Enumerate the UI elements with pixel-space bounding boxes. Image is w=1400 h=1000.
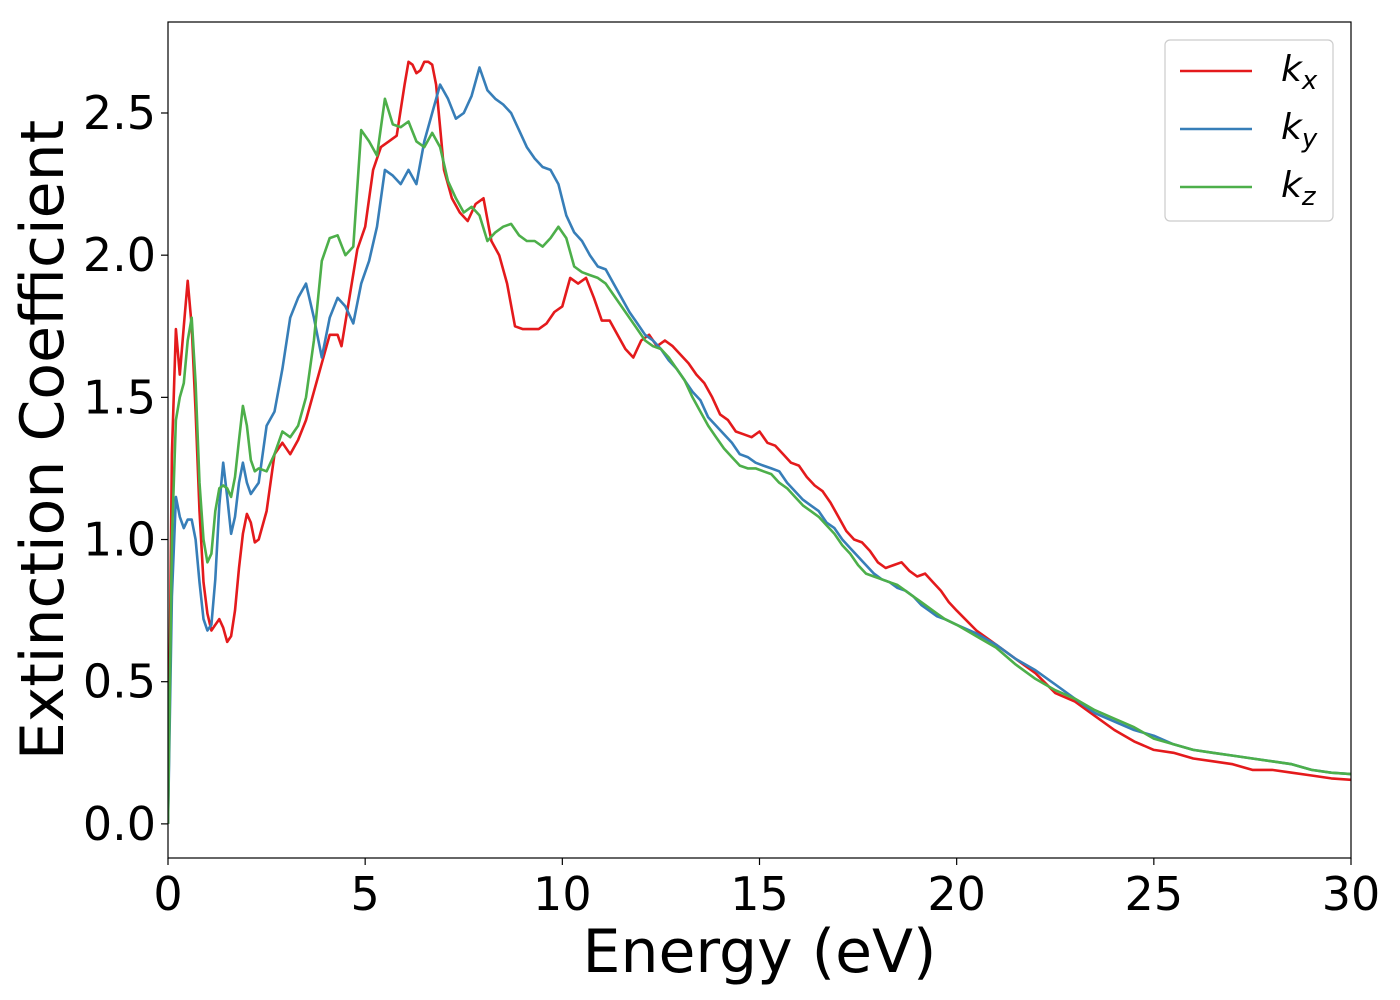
y-tick-label: 2.5 [83,86,156,140]
legend-box [1164,39,1334,222]
x-axis: 0 5 10 15 20 25 30 [153,858,1380,921]
x-tick-label: 0 [153,867,182,921]
y-axis: 0.0 0.5 1.0 1.5 2.0 2.5 [83,86,168,851]
y-tick-label: 0.0 [83,797,156,851]
x-tick-label: 5 [351,867,380,921]
legend: kx ky kz [1164,39,1334,222]
x-tick-label: 15 [730,867,789,921]
x-tick-label: 25 [1125,867,1184,921]
y-tick-label: 1.0 [83,513,156,567]
y-axis-title: Extinction Coefficient [8,120,78,760]
x-axis-title: Energy (eV) [583,917,937,987]
x-tick-label: 20 [927,867,986,921]
x-tick-label: 10 [533,867,592,921]
series-layer [168,60,1351,824]
y-tick-label: 1.5 [83,370,156,424]
x-tick-label: 30 [1322,867,1381,921]
y-tick-label: 2.0 [83,228,156,282]
legend-label-k-z: kz [1281,165,1317,212]
series-line-k-y [168,66,1351,824]
legend-label-k-y: ky [1281,107,1318,154]
y-tick-label: 0.5 [83,655,156,709]
series-line-k-z [168,97,1351,824]
series-line-k-x [168,60,1351,824]
legend-label-k-x: kx [1281,49,1318,96]
